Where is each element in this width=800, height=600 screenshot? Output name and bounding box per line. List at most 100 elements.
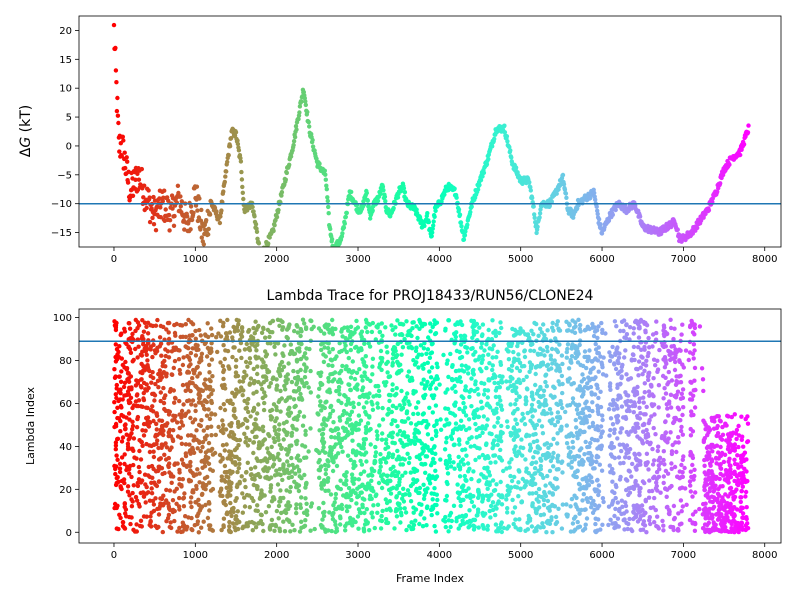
lambda-point [627,516,632,522]
delta-g-point [306,119,311,125]
lambda-point [245,364,250,369]
lambda-point [189,402,194,407]
lambda-point [590,408,595,414]
y-tick-label: 0 [66,141,72,152]
delta-g-point [272,223,277,228]
lambda-point [161,501,167,506]
lambda-point [130,499,135,504]
delta-g-point [193,203,199,208]
lambda-point [499,378,504,383]
lambda-point [657,455,663,460]
lambda-point [669,378,675,383]
delta-g-point [322,168,327,173]
lambda-point [486,327,491,333]
delta-g-point [484,162,490,167]
lambda-point [177,412,182,417]
lambda-point [117,469,123,475]
lambda-point [298,356,304,362]
lambda-point [203,377,208,382]
lambda-point [155,468,161,474]
lambda-point [524,374,529,379]
lambda-point [433,403,439,408]
lambda-point [168,520,173,525]
lambda-point [575,519,580,525]
lambda-point [263,510,269,515]
lambda-point [723,468,729,473]
lambda-point [201,519,206,524]
lambda-point [598,354,603,359]
lambda-point [340,425,346,430]
lambda-point [220,443,226,448]
lambda-point [278,362,283,367]
lambda-point [504,466,509,471]
lambda-point [204,354,210,359]
lambda-point [618,430,623,435]
lambda-point [354,501,359,506]
lambda-point [371,394,376,399]
lambda-point [114,382,120,388]
lambda-point [637,487,642,492]
delta-g-point [429,233,434,239]
lambda-point [656,463,661,468]
lambda-point [646,495,652,500]
delta-g-point [430,230,435,235]
lambda-point [533,371,538,377]
lambda-point [193,500,198,505]
lambda-point [298,367,303,373]
lambda-point [663,375,668,380]
lambda-point [322,509,327,515]
lambda-point [319,347,324,353]
delta-g-point [326,204,331,210]
lambda-point [287,322,292,327]
lambda-point [175,529,180,534]
lambda-point [135,414,141,420]
lambda-point [193,336,198,341]
lambda-point [486,497,491,503]
delta-g-point [738,152,743,158]
lambda-point [527,442,533,447]
delta-g-point [111,22,117,28]
lambda-point [486,352,491,357]
lambda-point [451,503,457,508]
delta-g-point [560,172,566,178]
lambda-point [529,524,535,529]
lambda-point [664,494,669,499]
lambda-point [532,426,538,431]
lambda-point [505,483,510,489]
lambda-point [369,510,375,515]
delta-g-point [142,183,147,188]
lambda-point [718,436,723,441]
delta-g-point [547,203,552,209]
lambda-point [517,380,523,386]
lambda-point [661,474,666,479]
lambda-point [391,464,396,469]
lambda-point [468,444,473,449]
lambda-point [451,460,456,465]
lambda-point [461,400,466,406]
delta-g-point [478,177,484,183]
lambda-point [702,463,707,468]
lambda-point [183,322,188,327]
lambda-point [389,323,394,328]
lambda-point [575,436,580,441]
delta-g-point [332,249,336,253]
delta-g-point [158,205,163,210]
lambda-point [566,454,571,459]
lambda-point [596,454,601,460]
lambda-point [117,461,123,466]
lambda-point [550,530,555,535]
lambda-point [382,456,387,462]
lambda-point [585,324,590,329]
delta-g-point [382,194,388,199]
lambda-point [395,432,400,437]
lambda-point [408,328,413,333]
lambda-point [270,454,275,459]
delta-g-point [442,192,447,197]
delta-g-point [276,207,281,213]
lambda-point [114,347,120,352]
lambda-point [631,389,636,394]
lambda-point [555,453,561,458]
lambda-point [357,367,362,372]
delta-g-point [477,182,482,188]
delta-g-point [365,198,370,203]
